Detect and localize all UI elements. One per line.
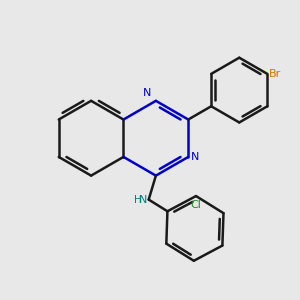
Text: N: N	[139, 195, 147, 205]
Text: N: N	[191, 152, 200, 162]
Text: Cl: Cl	[190, 200, 201, 210]
Text: H: H	[134, 195, 141, 205]
Text: N: N	[143, 88, 152, 98]
Text: Br: Br	[269, 69, 281, 79]
